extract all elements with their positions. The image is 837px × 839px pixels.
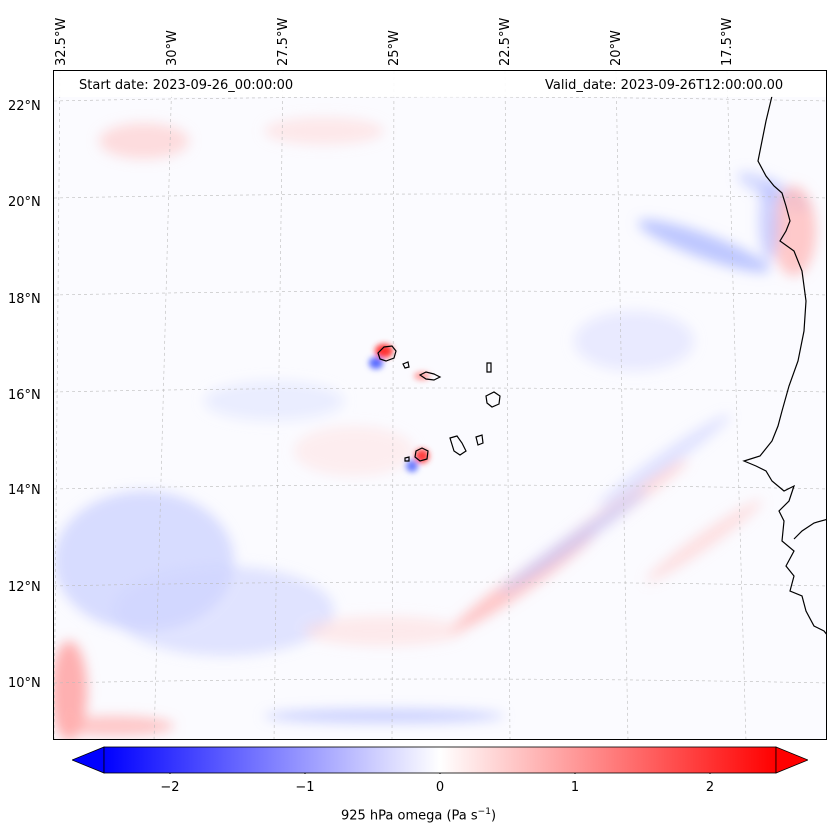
field-red-nw bbox=[99, 123, 189, 159]
field-red-coast bbox=[772, 186, 816, 276]
africa-coastline bbox=[742, 95, 826, 635]
island-boa-vista bbox=[485, 391, 501, 408]
colorbar-tick-label-m2: −2 bbox=[160, 780, 180, 795]
gridline-lat-14 bbox=[54, 484, 826, 490]
island-sal bbox=[486, 362, 492, 373]
colorbar-label-suffix: ) bbox=[490, 808, 497, 824]
field-blue-sw bbox=[114, 566, 334, 656]
gridline-lon-25 bbox=[391, 71, 395, 739]
lat-label-10n: 10°N bbox=[8, 676, 41, 691]
gridline-lon-32-5 bbox=[54, 71, 61, 739]
field-blue-center bbox=[204, 381, 344, 421]
gridline-lon-17-5 bbox=[726, 71, 747, 739]
colorbar-tick-label-2: 2 bbox=[705, 780, 715, 795]
field-blue-diag-2 bbox=[598, 414, 730, 508]
colorbar-label-exponent: −1 bbox=[477, 807, 491, 817]
lon-label-27-5w: 27.5°W bbox=[276, 17, 291, 66]
field-red-sw-band bbox=[54, 716, 174, 736]
field-red-diag-3 bbox=[646, 500, 762, 582]
field-blue-diag-1 bbox=[500, 488, 648, 594]
lat-label-14n: 14°N bbox=[8, 483, 41, 498]
gridline-lat-20 bbox=[54, 193, 826, 199]
valid-date-text: Valid_date: 2023-09-26T12:00:00.00 bbox=[545, 78, 784, 93]
perturb-blue-fogo bbox=[406, 460, 418, 472]
island-sao-nicolau bbox=[418, 371, 442, 381]
lon-label-17-5w: 17.5°W bbox=[720, 17, 735, 66]
island-santiago bbox=[449, 435, 467, 456]
lat-label-16n: 16°N bbox=[8, 388, 41, 403]
lon-label-22-5w: 22.5°W bbox=[498, 17, 513, 66]
lat-label-22n: 22°N bbox=[8, 99, 41, 114]
colorbar-body bbox=[103, 746, 777, 774]
colorbar-label-prefix: 925 hPa omega (Pa s bbox=[340, 808, 478, 824]
info-band bbox=[54, 71, 826, 97]
africa-coast-gambia-senegal bbox=[793, 518, 826, 540]
island-maio bbox=[475, 434, 484, 446]
lat-label-20n: 20°N bbox=[8, 195, 41, 210]
perturb-red-santo-antao bbox=[375, 344, 393, 358]
gridline-lon-20 bbox=[615, 71, 629, 739]
colorbar-tick-label-0: 0 bbox=[435, 780, 445, 795]
colorbar-extend-max bbox=[775, 746, 810, 774]
lat-label-12n: 12°N bbox=[8, 580, 41, 595]
map-panel bbox=[53, 70, 827, 740]
start-date-text: Start date: 2023-09-26_00:00:00 bbox=[79, 78, 294, 93]
island-brava bbox=[404, 456, 410, 462]
cape-verde-islands bbox=[377, 345, 501, 462]
coastlines bbox=[742, 95, 826, 635]
gridline-lat-12 bbox=[54, 581, 826, 587]
gridline-lat-18 bbox=[54, 290, 826, 296]
lon-label-32-5w: 32.5°W bbox=[54, 17, 69, 66]
gridline-lat-10 bbox=[54, 678, 826, 684]
island-fogo bbox=[414, 447, 429, 462]
field-red-n bbox=[264, 117, 384, 145]
field-red-sw-corner bbox=[54, 641, 87, 739]
field-blue-s-band bbox=[264, 709, 504, 723]
field-red-mid bbox=[294, 426, 414, 476]
omega-field-map bbox=[54, 71, 826, 739]
colorbar-label: 925 hPa omega (Pa s−1) bbox=[0, 807, 837, 823]
lon-label-30w: 30°W bbox=[165, 30, 180, 66]
field-red-lower bbox=[304, 616, 464, 646]
lat-label-18n: 18°N bbox=[8, 292, 41, 307]
perturb-blue-santo-antao bbox=[369, 357, 383, 369]
lon-label-25w: 25°W bbox=[387, 30, 402, 66]
gridline-lat-16 bbox=[54, 387, 826, 393]
gridline-lon-27-5 bbox=[273, 71, 284, 739]
gridline-lon-30 bbox=[153, 71, 173, 739]
colorbar-graphic bbox=[70, 746, 810, 777]
field-blue-ne-band bbox=[638, 219, 770, 273]
gridline-lon-22-5 bbox=[504, 71, 511, 739]
island-santo-antao bbox=[377, 345, 397, 362]
gridline-lat-22 bbox=[54, 96, 826, 102]
graticule bbox=[54, 71, 826, 739]
colorbar-extend-min bbox=[70, 746, 105, 774]
colorbar-tick-label-1: 1 bbox=[570, 780, 580, 795]
lon-label-20w: 20°W bbox=[609, 30, 624, 66]
omega-field-shading bbox=[54, 117, 816, 739]
field-blue-coast bbox=[759, 181, 779, 261]
field-blue-mid bbox=[574, 311, 694, 371]
colorbar-tick-label-m1: −1 bbox=[295, 780, 315, 795]
colorbar bbox=[70, 746, 810, 777]
island-sao-vicente bbox=[402, 361, 410, 369]
